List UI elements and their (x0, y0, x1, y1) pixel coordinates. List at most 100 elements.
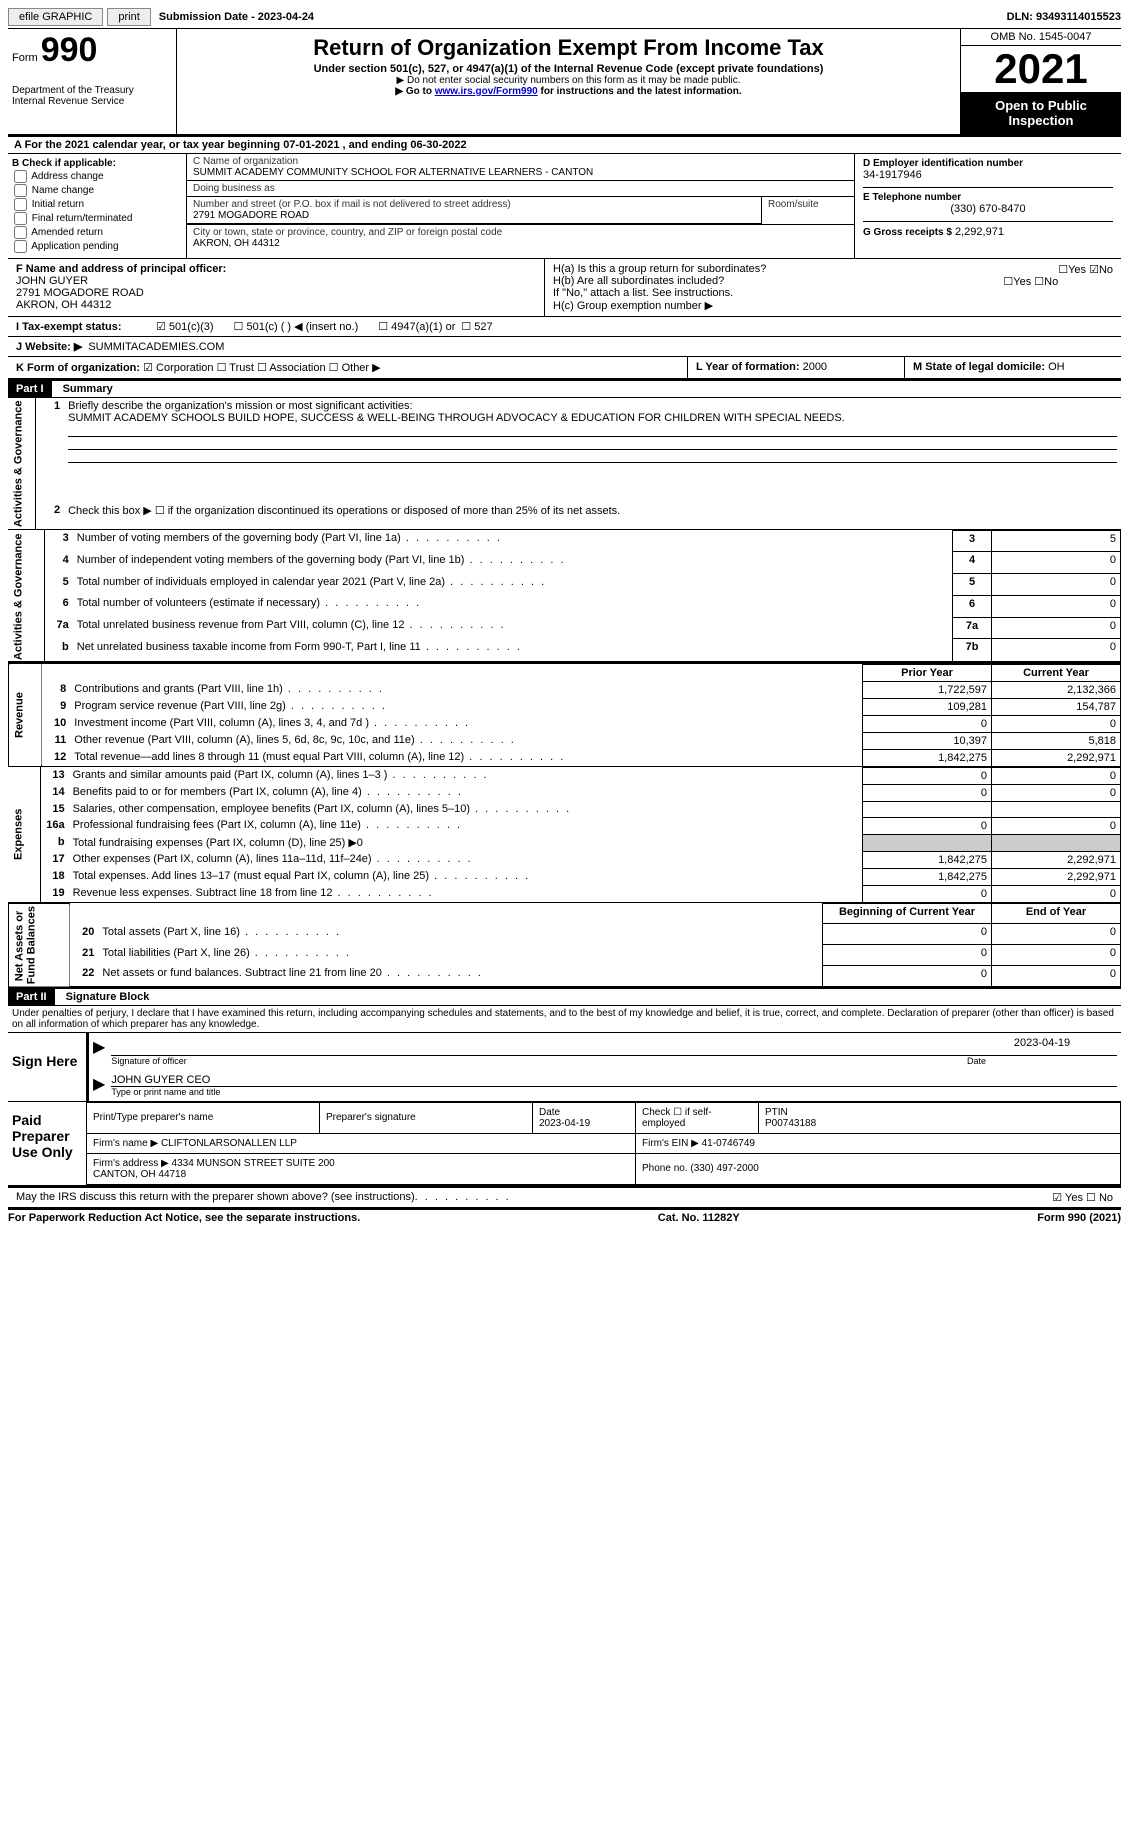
ptin: P00743188 (765, 1118, 816, 1129)
line-box: 7b (953, 639, 992, 662)
submission-date: Submission Date - 2023-04-24 (159, 11, 314, 23)
irs-link[interactable]: www.irs.gov/Form990 (435, 86, 538, 97)
tab-net-assets: Net Assets or Fund Balances (9, 903, 70, 987)
opt-527: 527 (474, 321, 492, 333)
chk-app-pending[interactable] (14, 240, 27, 253)
line-text: Program service revenue (Part VIII, line… (70, 698, 862, 715)
line-num: 19 (40, 885, 69, 902)
prior-value (863, 801, 992, 817)
col-current: Current Year (992, 664, 1121, 681)
goto-suffix: for instructions and the latest informat… (541, 86, 742, 97)
line-value: 5 (992, 530, 1121, 552)
prior-value: 0 (863, 885, 992, 902)
line-num: 18 (40, 868, 69, 885)
col-begin: Beginning of Current Year (823, 903, 992, 924)
prior-value: 1,842,275 (863, 749, 992, 766)
efile-button[interactable]: efile GRAPHIC (8, 8, 103, 26)
line-text: Number of independent voting members of … (73, 552, 953, 574)
footer-right: Form 990 (2021) (1037, 1212, 1121, 1224)
domicile: OH (1048, 361, 1065, 373)
line-box: 7a (953, 617, 992, 639)
lbl-address-change: Address change (31, 171, 103, 182)
line-num: b (40, 834, 69, 851)
print-button[interactable]: print (107, 8, 150, 26)
line-value: 0 (992, 574, 1121, 596)
col-prior: Prior Year (863, 664, 992, 681)
prior-value: 0 (863, 817, 992, 834)
line-text: Number of voting members of the governin… (73, 530, 953, 552)
ptin-label: PTIN (765, 1107, 788, 1118)
col-end: End of Year (992, 903, 1121, 924)
line-num: 9 (42, 698, 71, 715)
discuss-no: No (1099, 1192, 1113, 1204)
line-num: 20 (70, 924, 99, 945)
officer-label: F Name and address of principal officer: (16, 263, 536, 275)
form-note-ssn: ▶ Do not enter social security numbers o… (185, 75, 952, 86)
sign-here-label: Sign Here (8, 1033, 86, 1101)
line-box: 3 (953, 530, 992, 552)
gross-value: 2,292,971 (955, 226, 1004, 238)
part1-header: Part I Summary (8, 381, 1121, 398)
hb-label: H(b) Are all subordinates included? (553, 275, 724, 287)
line-num: 14 (40, 784, 69, 801)
line-num: 5 (44, 574, 73, 596)
paid-preparer-label: Paid Preparer Use Only (8, 1102, 86, 1185)
org-name-label: C Name of organization (193, 156, 298, 167)
line-text: Salaries, other compensation, employee b… (69, 801, 863, 817)
city-label: City or town, state or province, country… (193, 227, 502, 238)
firm-addr-label: Firm's address ▶ (93, 1158, 169, 1169)
line-num: 13 (40, 767, 69, 784)
chk-address-change[interactable] (14, 170, 27, 183)
prior-value: 109,281 (863, 698, 992, 715)
line-text: Grants and similar amounts paid (Part IX… (69, 767, 863, 784)
form-label: Form (12, 52, 38, 64)
chk-name-change[interactable] (14, 184, 27, 197)
officer-addr: 2791 MOGADORE ROAD (16, 287, 536, 299)
begin-value: 0 (823, 924, 992, 945)
current-value: 0 (992, 767, 1121, 784)
line-box: 5 (953, 574, 992, 596)
opt-501c3: 501(c)(3) (169, 321, 214, 333)
firm-ein: 41-0746749 (702, 1138, 755, 1149)
officer-name: JOHN GUYER (16, 275, 536, 287)
chk-final-return[interactable] (14, 212, 27, 225)
current-value: 154,787 (992, 698, 1121, 715)
sig-name: JOHN GUYER CEO (111, 1074, 1117, 1087)
opt-trust: Trust (229, 362, 254, 374)
lbl-initial-return: Initial return (32, 199, 84, 210)
end-value: 0 (992, 965, 1121, 987)
end-value: 0 (992, 945, 1121, 966)
sig-name-label: Type or print name and title (111, 1087, 1117, 1097)
line-text: Net unrelated business taxable income fr… (73, 639, 953, 662)
current-value: 0 (992, 784, 1121, 801)
lbl-amended: Amended return (31, 227, 103, 238)
current-value (992, 801, 1121, 817)
phone-value: (330) 670-8470 (863, 203, 1113, 215)
current-value: 2,292,971 (992, 851, 1121, 868)
line-text: Professional fundraising fees (Part IX, … (69, 817, 863, 834)
opt-corp: Corporation (156, 362, 213, 374)
gross-label: G Gross receipts $ (863, 227, 952, 238)
form-header: Form 990 Department of the Treasury Inte… (8, 29, 1121, 137)
current-value: 0 (992, 817, 1121, 834)
sig-date: 2023-04-19 (967, 1037, 1117, 1056)
discuss-yes: Yes (1065, 1192, 1083, 1204)
form-number: 990 (41, 31, 98, 69)
sig-date-label: Date (967, 1056, 1117, 1066)
chk-amended[interactable] (14, 226, 27, 239)
prior-value: 0 (863, 767, 992, 784)
line-num: 8 (42, 681, 71, 698)
ha-yes: Yes (1068, 264, 1086, 276)
lbl-final-return: Final return/terminated (32, 213, 133, 224)
opt-4947: 4947(a)(1) or (391, 321, 455, 333)
line-num: 16a (40, 817, 69, 834)
line-num: b (44, 639, 73, 662)
room-label: Room/suite (768, 199, 819, 210)
line-num: 6 (44, 595, 73, 617)
chk-initial-return[interactable] (14, 198, 27, 211)
firm-phone: (330) 497-2000 (690, 1163, 758, 1174)
line-text: Other expenses (Part IX, column (A), lin… (69, 851, 863, 868)
row-i-tax-status: I Tax-exempt status: ☑ 501(c)(3) ☐ 501(c… (8, 317, 1121, 337)
website-label: J Website: ▶ (16, 340, 82, 353)
hb-note: If "No," attach a list. See instructions… (553, 287, 1113, 299)
